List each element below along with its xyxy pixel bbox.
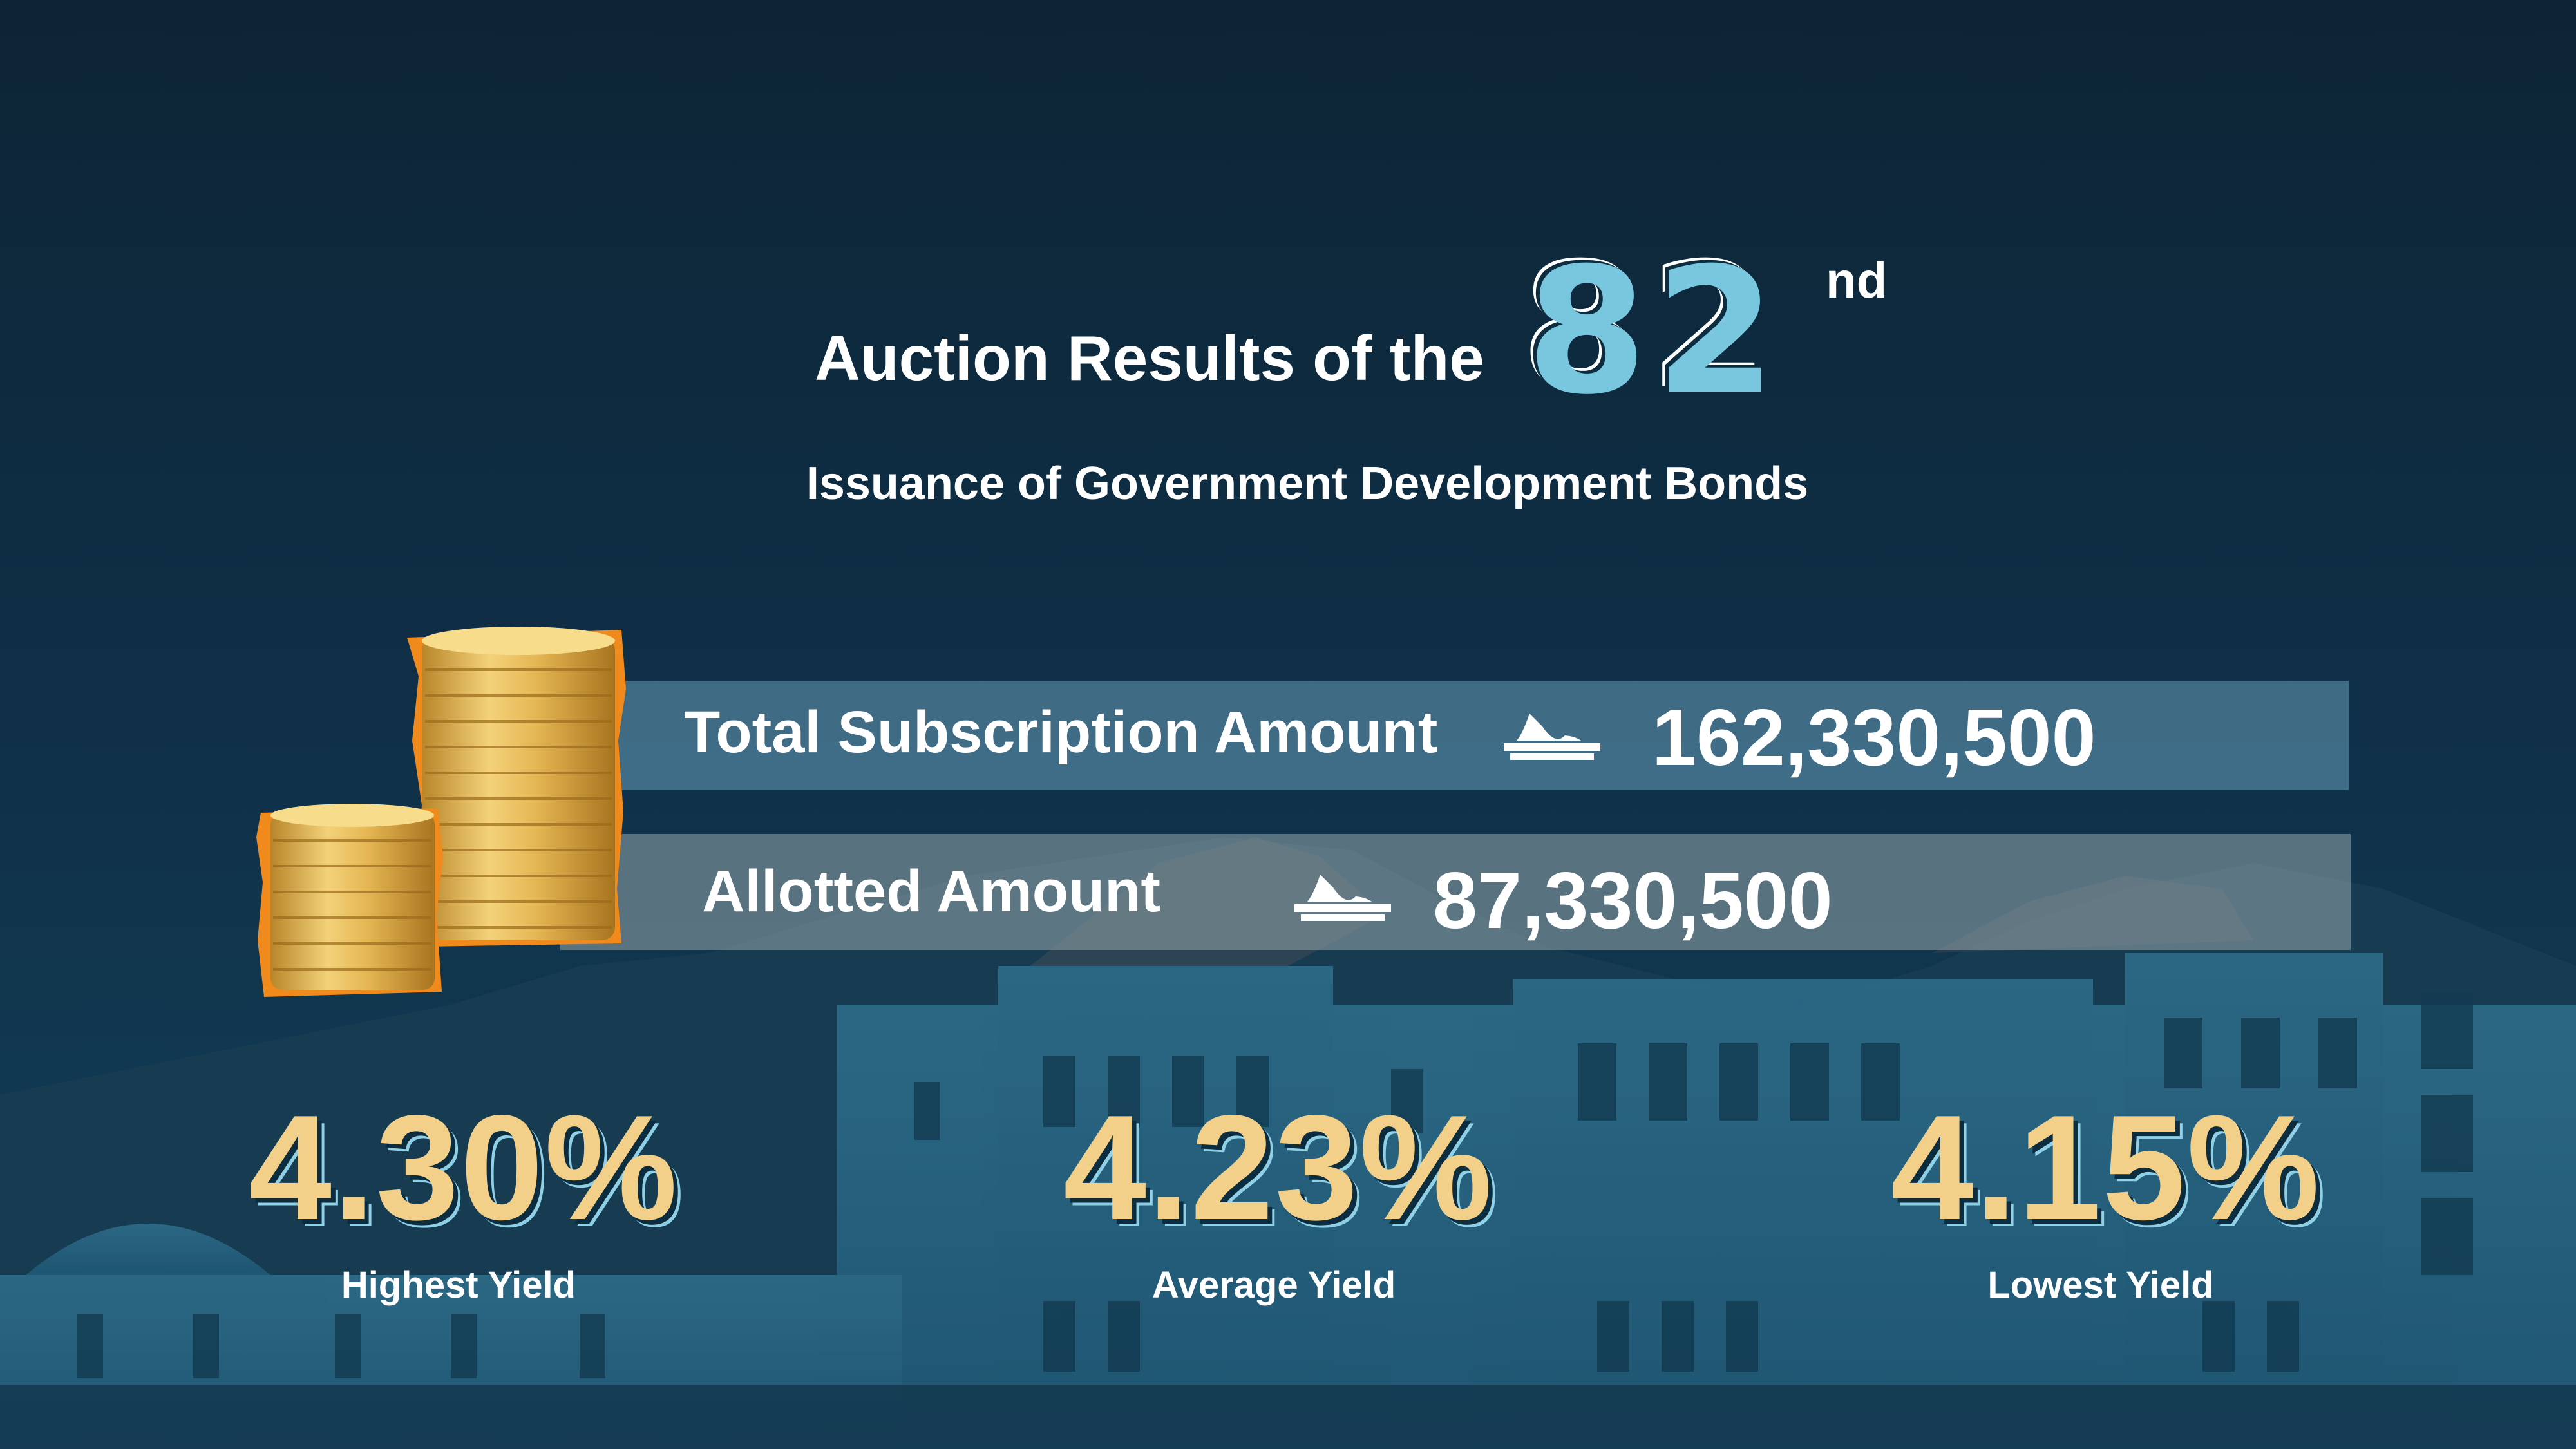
page-title: Auction Results of the [815, 323, 1484, 393]
subscription-band [580, 681, 2349, 790]
total-subscription-value: 162,330,500 [1652, 694, 2096, 782]
highest-yield-label: Highest Yield [341, 1264, 576, 1306]
page-subtitle: Issuance of Government Development Bonds [806, 458, 1809, 509]
allotted-amount-value: 87,330,500 [1433, 857, 1833, 945]
lowest-yield-label: Lowest Yield [1987, 1264, 2214, 1306]
issue-number: 82 [1526, 230, 1784, 433]
lowest-yield-value: 4.15% [1891, 1084, 2321, 1251]
omani-rial-icon [1504, 714, 1600, 760]
issue-number-suffix: nd [1826, 252, 1888, 308]
omani-rial-icon [1294, 875, 1391, 921]
total-subscription-label: Total Subscription Amount [684, 699, 1438, 765]
allotted-amount-label: Allotted Amount [702, 858, 1161, 924]
average-yield-label: Average Yield [1151, 1264, 1396, 1306]
highest-yield-value: 4.30% [249, 1084, 679, 1251]
allotted-band [560, 834, 2351, 950]
average-yield-value: 4.23% [1063, 1084, 1493, 1251]
